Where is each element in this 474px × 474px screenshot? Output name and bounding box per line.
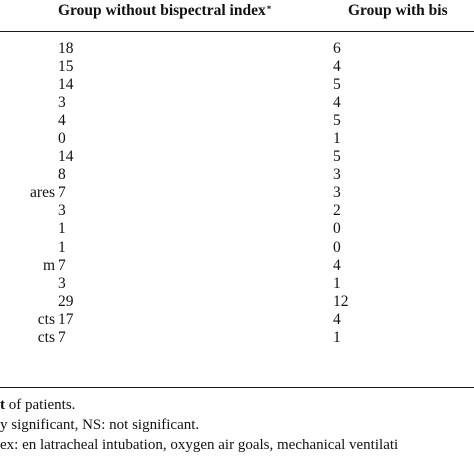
cell-with-bis: 4	[333, 94, 341, 112]
table-row: 18 6	[0, 40, 474, 58]
table-row: ares 7 3	[0, 184, 474, 202]
cell-without-bis: 17	[58, 310, 74, 328]
footnote-mark: *	[266, 4, 272, 14]
cell-with-bis: 1	[333, 130, 341, 148]
table-row: 14 5	[0, 148, 474, 166]
cell-without-bis: 7	[58, 184, 66, 202]
column-header-with-bis: Group with bis	[348, 2, 448, 19]
row-label: cts	[37, 310, 55, 328]
cell-without-bis: 14	[58, 148, 74, 166]
cell-with-bis: 6	[333, 40, 341, 57]
cell-with-bis: 2	[333, 202, 341, 220]
footnotes: t of patients. y significant, NS: not sig…	[0, 395, 474, 455]
cell-with-bis: 5	[333, 148, 341, 166]
cell-with-bis: 3	[333, 166, 341, 184]
cell-with-bis: 4	[333, 310, 341, 328]
cell-with-bis: 1	[333, 274, 341, 292]
cell-with-bis: 3	[333, 184, 341, 202]
cell-without-bis: 15	[58, 58, 74, 76]
cell-without-bis: 7	[58, 256, 66, 274]
footnote-text: y significant, NS: not significant.	[0, 417, 200, 433]
table-row: cts 17 4	[0, 311, 474, 329]
cell-without-bis: 14	[58, 76, 74, 94]
row-label: cts	[37, 328, 55, 346]
cell-with-bis: 4	[333, 256, 341, 274]
footnote-line: t of patients.	[0, 395, 474, 415]
cell-without-bis: 7	[58, 328, 66, 346]
cell-with-bis: 1	[333, 328, 341, 346]
cell-without-bis: 29	[58, 292, 74, 310]
cell-without-bis: 1	[58, 238, 66, 256]
table-row: 14 5	[0, 76, 474, 94]
column-header-without-bis-text: Group without bispectral index	[58, 2, 266, 19]
footnote-line: ex: en latracheal intubation, oxygen air…	[0, 435, 474, 455]
table-row: cts 7 1	[0, 329, 474, 347]
cell-without-bis: 3	[58, 274, 66, 292]
cell-without-bis: 18	[58, 40, 74, 57]
table-bottom-rule	[0, 387, 474, 388]
cell-without-bis: 1	[58, 220, 66, 238]
cell-without-bis: 4	[58, 112, 66, 130]
footnote-line: y significant, NS: not significant.	[0, 415, 474, 435]
table-row: 15 4	[0, 58, 474, 76]
cell-with-bis: 0	[333, 220, 341, 238]
cell-with-bis: 5	[333, 112, 341, 130]
cell-without-bis: 3	[58, 202, 66, 220]
row-label: m	[42, 256, 55, 274]
header-rule	[0, 31, 474, 32]
footnote-bold: t	[0, 397, 5, 413]
table-body: 18 6 15 4 14 5 3 4 4 5 0 1 14 5 8 3 ares 7 3 3 2 1 0 1 0 m 7 4 3 1 29 1…	[0, 40, 474, 347]
cell-with-bis: 0	[333, 238, 341, 256]
table-row: 29 12	[0, 293, 474, 311]
footnote-text: ex: en latracheal intubation, oxygen air…	[0, 437, 399, 453]
row-label: ares	[30, 184, 55, 202]
footnote-text: of patients.	[5, 397, 76, 413]
column-header-without-bis: Group without bispectral index*	[58, 2, 271, 20]
cell-with-bis: 5	[333, 76, 341, 94]
cell-with-bis: 4	[333, 58, 341, 76]
cell-without-bis: 3	[58, 94, 66, 112]
cell-with-bis: 12	[333, 292, 349, 310]
cell-without-bis: 0	[58, 130, 66, 148]
cell-without-bis: 8	[58, 166, 66, 184]
